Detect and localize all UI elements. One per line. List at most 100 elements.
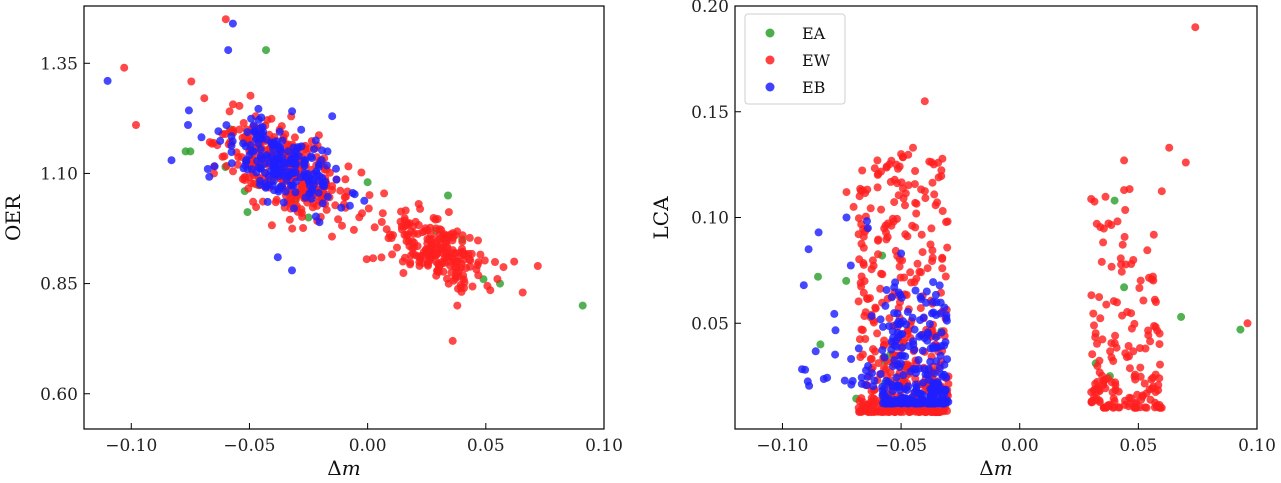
oer-point-ew — [246, 91, 255, 100]
lca-point-eb — [814, 228, 823, 237]
oer-point-eb — [239, 164, 248, 173]
lca-point-eb — [846, 261, 855, 270]
lca-point-ew — [1136, 363, 1145, 372]
oer-point-eb — [197, 133, 206, 142]
lca-x-tick-label: −0.05 — [875, 436, 927, 456]
lca-point-ew — [874, 359, 883, 368]
lca-point-eb — [847, 380, 856, 389]
lca-point-ew — [1095, 387, 1104, 396]
lca-point-eb — [940, 360, 949, 369]
oer-point-eb — [289, 169, 298, 178]
oer-point-ew — [453, 257, 462, 266]
oer-point-ew — [476, 250, 485, 259]
oer-point-eb — [214, 127, 223, 136]
lca-point-ew — [1095, 293, 1104, 302]
oer-point-ew — [285, 215, 294, 224]
oer-point-ew — [187, 77, 196, 86]
lca-point-eb — [936, 351, 945, 360]
oer-point-eb — [328, 112, 337, 121]
lca-point-eb — [934, 379, 943, 388]
lca-point-eb — [919, 313, 928, 322]
lca-point-eb — [926, 392, 935, 401]
lca-x-axis-label: Δm — [979, 456, 1012, 480]
oer-point-ew — [474, 258, 483, 267]
oer-point-eb — [311, 136, 320, 145]
lca-point-ew — [1118, 240, 1127, 249]
oer-point-ea — [262, 46, 270, 55]
lca-point-eb — [887, 293, 896, 302]
lca-point-ew — [1109, 297, 1118, 306]
oer-point-ew — [267, 221, 276, 230]
oer-point-eb — [245, 151, 254, 160]
oer-point-eb — [315, 218, 324, 227]
lca-point-ew — [1124, 342, 1133, 350]
oer-point-ew — [458, 231, 467, 240]
lca-point-eb — [937, 328, 946, 337]
lca-point-ew — [892, 160, 901, 169]
oer-point-eb — [258, 123, 267, 131]
oer-point-ew — [287, 198, 295, 207]
oer-point-ew — [454, 284, 462, 293]
oer-point-ea — [243, 208, 252, 217]
oer-point-ew — [341, 175, 350, 184]
lca-point-ew — [911, 167, 920, 175]
oer-point-ew — [480, 256, 489, 265]
lca-point-eb — [935, 281, 944, 290]
lca-point-eb — [854, 344, 863, 353]
lca-point-ew — [1129, 256, 1138, 264]
lca-point-ew — [1165, 143, 1174, 152]
oer-point-eb — [254, 104, 263, 113]
oer-point-ew — [415, 258, 424, 267]
oer-point-ew — [465, 233, 474, 242]
lca-point-ea — [1236, 325, 1245, 334]
lca-point-eb — [869, 382, 878, 391]
oer-x-tick-label: −0.10 — [105, 436, 157, 456]
oer-point-eb — [275, 127, 284, 136]
oer-point-ew — [377, 218, 386, 226]
oer-point-ew — [439, 267, 448, 276]
oer-point-ew — [499, 263, 508, 272]
lca-point-ew — [861, 308, 870, 317]
oer-point-ew — [220, 152, 229, 161]
oer-point-eb — [288, 107, 297, 116]
oer-points — [103, 15, 587, 345]
oer-plot-frame — [83, 5, 605, 430]
lca-point-ew — [878, 407, 887, 416]
lca-point-ew — [861, 335, 870, 343]
oer-point-eb — [332, 164, 340, 173]
lca-point-ew — [927, 224, 936, 233]
oer-point-ew — [388, 250, 397, 259]
lca-point-ew — [842, 188, 851, 197]
lca-point-ew — [1090, 321, 1098, 330]
lca-point-eb — [910, 345, 919, 354]
oer-point-ew — [229, 100, 237, 109]
lca-point-ew — [873, 156, 882, 165]
lca-y-tick-label: 0.05 — [691, 314, 729, 334]
lca-point-eb — [902, 320, 911, 329]
lca-point-eb — [896, 359, 905, 368]
lca-point-eb — [903, 307, 912, 316]
oer-point-eb — [256, 145, 265, 154]
lca-point-ew — [1093, 339, 1101, 348]
lca-point-ew — [1097, 257, 1106, 266]
lca-point-ew — [869, 318, 878, 327]
oer-point-eb — [276, 164, 285, 173]
lca-point-eb — [867, 312, 876, 321]
lca-y-tick-label: 0.15 — [691, 103, 729, 123]
oer-point-eb — [276, 145, 285, 154]
lca-point-ew — [903, 232, 912, 241]
lca-point-eb — [920, 365, 929, 373]
lca-point-ew — [938, 154, 947, 163]
oer-point-ew — [380, 189, 389, 198]
lca-point-ew — [1121, 349, 1130, 358]
lca-point-ew — [1093, 377, 1102, 386]
oer-point-eb — [291, 177, 300, 186]
lca-point-ew — [928, 257, 937, 266]
oer-point-eb — [360, 196, 369, 205]
oer-point-ew — [491, 258, 499, 266]
oer-point-eb — [103, 76, 112, 85]
lca-point-eb — [938, 390, 947, 399]
lca-point-ew — [874, 235, 883, 244]
oer-point-eb — [322, 161, 331, 170]
lca-point-ew — [1087, 398, 1096, 407]
